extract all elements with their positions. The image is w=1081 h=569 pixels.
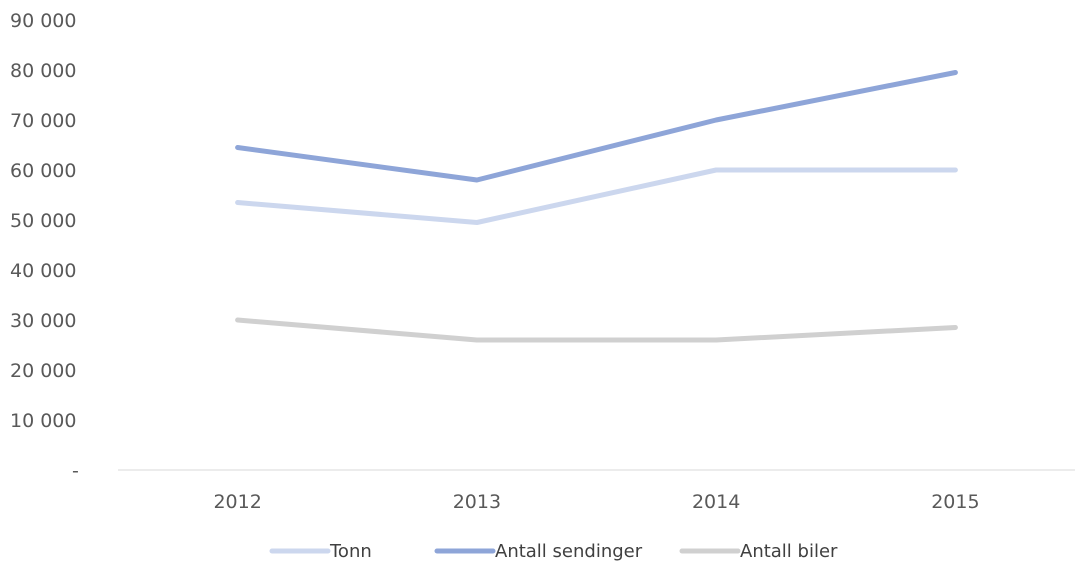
series-line-tonn bbox=[235, 167, 958, 225]
y-tick-label: 60 000 bbox=[10, 160, 76, 182]
y-tick-label: 30 000 bbox=[10, 310, 76, 332]
x-tick-label: 2014 bbox=[692, 491, 740, 513]
x-tick-label: 2015 bbox=[931, 491, 979, 513]
x-tick-label: 2013 bbox=[453, 491, 501, 513]
x-axis-tick-labels: 2012 2013 2014 2015 bbox=[213, 491, 979, 513]
y-tick-label: 20 000 bbox=[10, 360, 76, 382]
y-tick-label: 50 000 bbox=[10, 210, 76, 232]
x-tick-label: 2012 bbox=[213, 491, 261, 513]
legend-item-antall-biler: Antall biler bbox=[679, 541, 838, 562]
legend-label: Antall biler bbox=[740, 541, 838, 562]
series-line-antall-biler bbox=[235, 317, 958, 343]
y-tick-label: 40 000 bbox=[10, 260, 76, 282]
series-lines bbox=[235, 70, 958, 343]
legend-item-tonn: Tonn bbox=[269, 541, 372, 562]
y-tick-label: 90 000 bbox=[10, 10, 76, 32]
y-axis-tick-labels: - 10 000 20 000 30 000 40 000 50 000 60 000 70 … bbox=[10, 10, 79, 482]
legend: Tonn Antall sendinger Antall biler bbox=[269, 541, 838, 562]
legend-item-antall-sendinger: Antall sendinger bbox=[434, 541, 643, 562]
y-tick-label: - bbox=[72, 460, 79, 482]
y-tick-label: 80 000 bbox=[10, 60, 76, 82]
legend-label: Tonn bbox=[329, 541, 372, 562]
y-tick-label: 10 000 bbox=[10, 410, 76, 432]
legend-label: Antall sendinger bbox=[495, 541, 643, 562]
y-tick-label: 70 000 bbox=[10, 110, 76, 132]
series-line-antall-sendinger bbox=[235, 70, 958, 183]
